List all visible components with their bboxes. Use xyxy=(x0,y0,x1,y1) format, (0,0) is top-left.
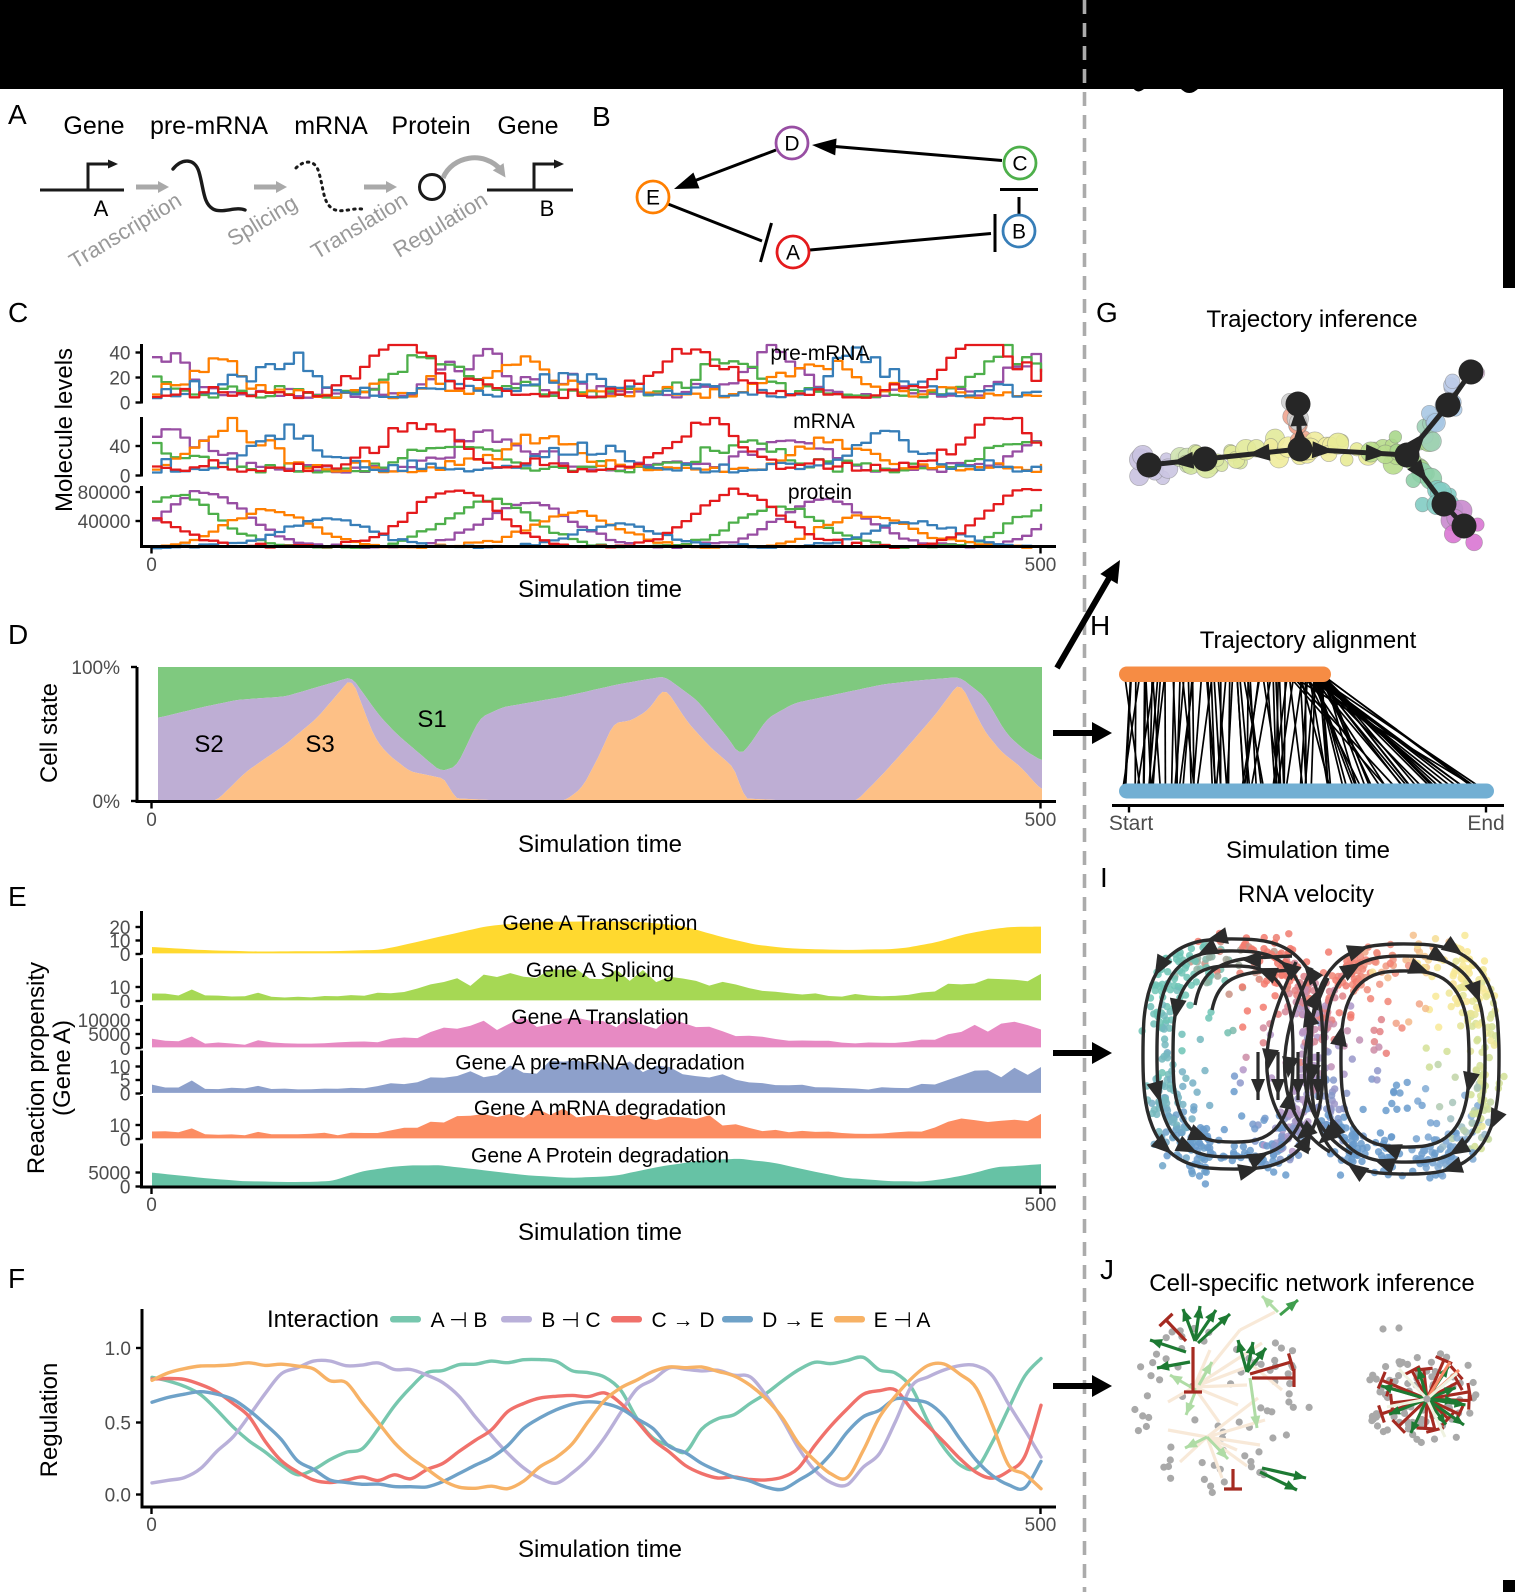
svg-text:0.0: 0.0 xyxy=(105,1486,131,1507)
svg-text:(Gene A): (Gene A) xyxy=(49,1020,76,1116)
svg-text:B: B xyxy=(592,101,611,132)
svg-text:10000: 10000 xyxy=(78,1011,131,1032)
svg-text:E: E xyxy=(8,881,27,912)
svg-text:1.0: 1.0 xyxy=(105,1339,131,1360)
svg-text:A: A xyxy=(94,196,109,221)
svg-text:Simulation time: Simulation time xyxy=(518,1219,682,1246)
svg-text:S1: S1 xyxy=(417,706,446,733)
svg-text:20: 20 xyxy=(109,918,130,939)
svg-text:Cell-specific network inferenc: Cell-specific network inference xyxy=(1149,1270,1474,1297)
svg-text:0: 0 xyxy=(120,992,131,1013)
svg-text:40: 40 xyxy=(109,437,130,458)
svg-text:pre-mRNA: pre-mRNA xyxy=(150,112,268,140)
svg-text:G: G xyxy=(1096,297,1118,328)
svg-text:Gene A Splicing: Gene A Splicing xyxy=(526,959,674,982)
svg-text:Simulation time: Simulation time xyxy=(518,576,682,603)
svg-text:Gene A Protein degradation: Gene A Protein degradation xyxy=(471,1145,729,1168)
svg-text:0.5: 0.5 xyxy=(105,1414,131,1435)
svg-text:Trajectory alignment: Trajectory alignment xyxy=(1200,627,1417,654)
svg-text:10: 10 xyxy=(109,1116,130,1137)
svg-text:0: 0 xyxy=(120,1039,131,1060)
svg-text:0: 0 xyxy=(120,467,131,488)
svg-text:D: D xyxy=(784,133,799,156)
svg-text:10: 10 xyxy=(109,932,130,953)
svg-text:S2: S2 xyxy=(194,731,223,758)
svg-text:mRNA: mRNA xyxy=(294,112,368,140)
svg-text:Gene A pre-mRNA degradation: Gene A pre-mRNA degradation xyxy=(455,1052,745,1075)
svg-text:0: 0 xyxy=(146,1515,157,1536)
svg-text:0: 0 xyxy=(146,1195,157,1216)
svg-text:40: 40 xyxy=(109,344,130,365)
svg-text:B: B xyxy=(540,196,555,221)
svg-text:Regulation: Regulation xyxy=(36,1363,63,1478)
svg-text:Gene A Transcription: Gene A Transcription xyxy=(503,912,698,935)
svg-text:0: 0 xyxy=(146,810,157,831)
svg-text:Gene: Gene xyxy=(63,112,124,140)
svg-text:A: A xyxy=(8,99,27,130)
svg-text:0: 0 xyxy=(146,555,157,576)
svg-text:Trajectory inference: Trajectory inference xyxy=(1206,306,1417,333)
svg-text:Cell state: Cell state xyxy=(36,683,63,783)
svg-text:80000: 80000 xyxy=(78,483,131,504)
svg-text:C: C xyxy=(1012,153,1027,176)
svg-text:Protein: Protein xyxy=(391,112,470,140)
svg-text:E ⊣ A: E ⊣ A xyxy=(874,1309,931,1332)
svg-text:mRNA: mRNA xyxy=(793,410,855,433)
svg-text:C: C xyxy=(8,297,28,328)
svg-text:Gene: Gene xyxy=(497,112,558,140)
svg-text:F: F xyxy=(8,1263,25,1294)
svg-text:5: 5 xyxy=(120,1071,131,1092)
svg-text:pre-mRNA: pre-mRNA xyxy=(770,342,869,365)
svg-text:500: 500 xyxy=(1025,555,1057,576)
svg-text:J: J xyxy=(1100,1254,1114,1285)
svg-text:40000: 40000 xyxy=(78,512,131,533)
svg-text:Gene A mRNA degradation: Gene A mRNA degradation xyxy=(474,1097,726,1120)
svg-text:20: 20 xyxy=(109,369,130,390)
svg-text:500: 500 xyxy=(1025,1515,1057,1536)
svg-text:0: 0 xyxy=(120,1178,131,1199)
svg-text:0%: 0% xyxy=(93,792,121,813)
svg-text:0: 0 xyxy=(120,394,131,415)
svg-text:I: I xyxy=(1100,862,1108,893)
svg-text:C → D: C → D xyxy=(652,1309,715,1332)
svg-text:D → E: D → E xyxy=(762,1309,824,1332)
svg-text:Reaction propensity: Reaction propensity xyxy=(23,962,50,1174)
svg-text:A: A xyxy=(786,242,800,265)
svg-text:0: 0 xyxy=(120,1130,131,1151)
svg-text:End: End xyxy=(1467,812,1504,835)
svg-text:Simulation time: Simulation time xyxy=(1226,837,1390,864)
svg-text:0: 0 xyxy=(120,1085,131,1106)
svg-text:5000: 5000 xyxy=(88,1025,130,1046)
svg-text:S3: S3 xyxy=(305,731,334,758)
svg-text:A ⊣ B: A ⊣ B xyxy=(431,1309,488,1332)
svg-text:500: 500 xyxy=(1025,1195,1057,1216)
svg-text:B ⊣ C: B ⊣ C xyxy=(541,1309,600,1332)
svg-text:B: B xyxy=(1012,221,1026,244)
svg-text:5000: 5000 xyxy=(88,1164,130,1185)
svg-text:D: D xyxy=(8,619,28,650)
svg-text:10: 10 xyxy=(109,1058,130,1079)
svg-text:Simulation time: Simulation time xyxy=(518,1536,682,1563)
svg-text:H: H xyxy=(1090,610,1110,641)
svg-text:10: 10 xyxy=(109,978,130,999)
svg-text:Gene A Translation: Gene A Translation xyxy=(511,1006,688,1029)
svg-text:protein: protein xyxy=(788,481,852,504)
svg-text:100%: 100% xyxy=(71,658,120,679)
svg-text:E: E xyxy=(646,187,660,210)
svg-text:Start: Start xyxy=(1109,812,1154,835)
svg-text:Molecule levels: Molecule levels xyxy=(51,348,78,512)
svg-text:0: 0 xyxy=(120,945,131,966)
svg-text:500: 500 xyxy=(1025,810,1057,831)
svg-text:Simulation time: Simulation time xyxy=(518,831,682,858)
svg-text:Interaction: Interaction xyxy=(267,1306,379,1333)
svg-text:RNA velocity: RNA velocity xyxy=(1238,881,1374,908)
